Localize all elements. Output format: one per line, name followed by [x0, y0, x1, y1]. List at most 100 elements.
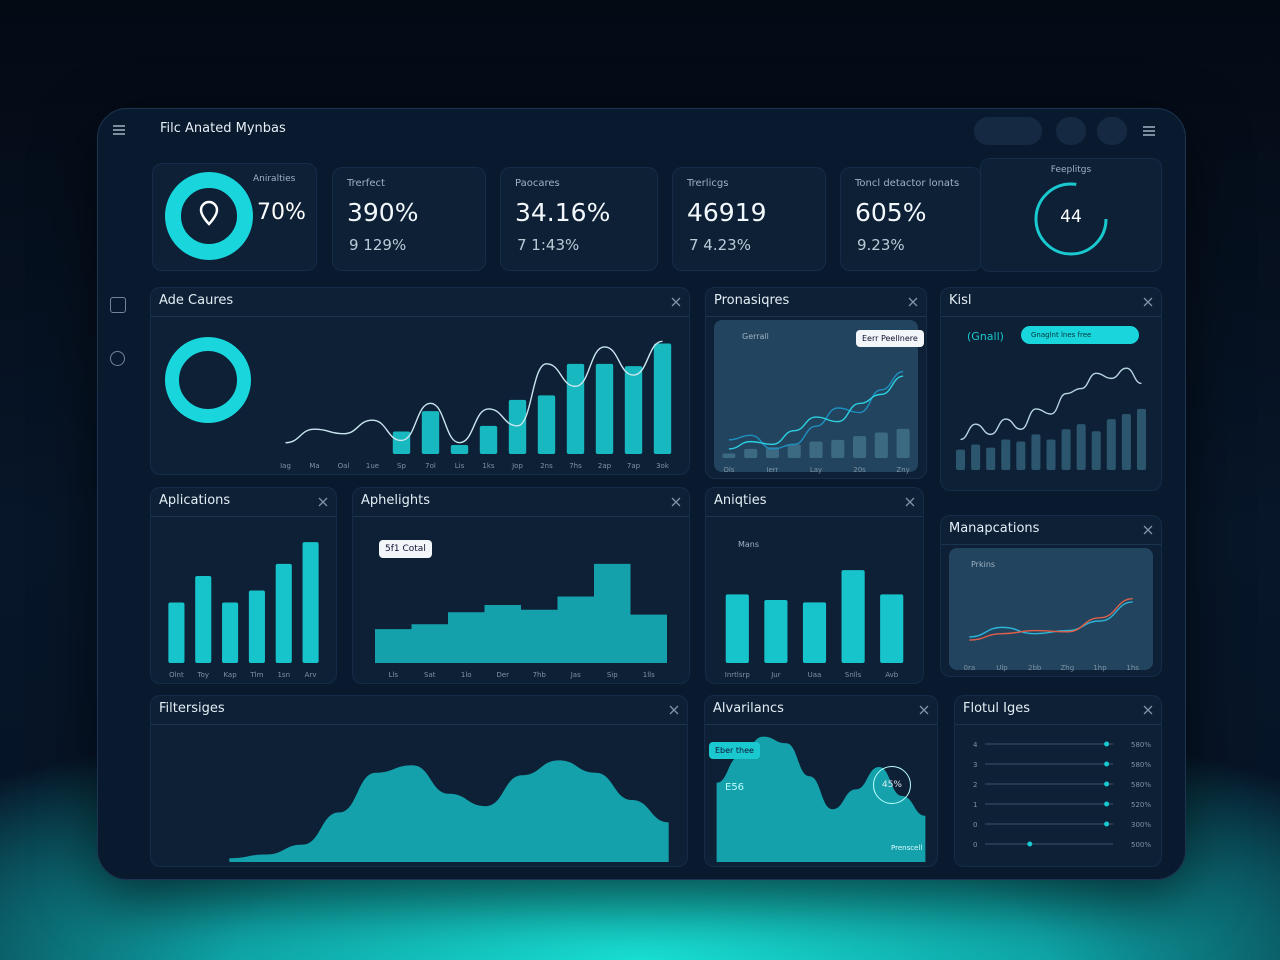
kpi-label: Paocares	[515, 178, 560, 189]
chart: Inrtlsrp Jur Uaa Snlls Avb	[725, 570, 904, 679]
x-tick-label: Snlls	[845, 671, 862, 679]
tooltip: Eber thee	[709, 742, 760, 759]
bar	[1001, 439, 1011, 470]
close-button[interactable]	[318, 497, 328, 507]
gauge-ring	[1034, 182, 1108, 256]
kpi-label: Trerlicgs	[687, 178, 729, 189]
slider-tick: 2	[973, 781, 977, 789]
divider	[941, 544, 1161, 545]
bar	[896, 428, 910, 458]
chart-button[interactable]: Gnaglnt lnes free	[1021, 326, 1139, 344]
x-tick-label: Uaa	[808, 671, 822, 679]
bar	[421, 411, 440, 454]
bar	[831, 439, 845, 458]
sidebar-icon[interactable]	[110, 351, 125, 366]
media-controls[interactable]	[974, 117, 1042, 145]
x-tick-label: Oal	[338, 462, 350, 470]
panel: Filtersiges	[150, 695, 688, 867]
x-tick-label: 2bb	[1028, 664, 1042, 672]
divider	[151, 724, 687, 725]
chart-label: Gerrall	[742, 332, 769, 341]
x-tick-label: 2ns	[540, 462, 553, 470]
close-icon	[905, 497, 915, 507]
kpi-card: Feeplitgs 44	[980, 158, 1162, 272]
slider-tick: 0	[973, 821, 977, 829]
kpi-sub: 7 1:43%	[517, 236, 580, 254]
bar	[802, 602, 827, 663]
kpi-value: 46919	[687, 198, 767, 227]
x-tick-label: 1lo	[461, 671, 472, 679]
x-tick-label: Ulp	[996, 664, 1008, 672]
x-tick-label: Jas	[570, 671, 581, 679]
close-button[interactable]	[671, 297, 681, 307]
slider-knob	[1104, 761, 1110, 767]
panel-title: Ade Caures	[159, 293, 234, 308]
slider-tick: 3	[973, 761, 977, 769]
note: Prenscell	[891, 844, 923, 852]
bar	[971, 444, 981, 470]
bar	[624, 366, 643, 454]
toolbar-button[interactable]	[1056, 117, 1086, 145]
x-tick-label: 7hs	[569, 462, 582, 470]
close-button[interactable]	[671, 497, 681, 507]
kpi-value: 70%	[257, 200, 306, 225]
bar	[450, 444, 469, 454]
bar	[248, 590, 265, 663]
x-tick-label: Olnt	[169, 671, 184, 679]
x-tick-label: Toy	[196, 671, 209, 679]
menu-icon[interactable]	[112, 123, 126, 137]
slider-knob	[1104, 741, 1110, 747]
close-icon	[671, 497, 681, 507]
kpi-card: Paocares 34.16% 7 1:43%	[500, 167, 658, 271]
bar	[1076, 424, 1086, 470]
more-icon[interactable]	[1142, 124, 1156, 138]
panel-title: Aplications	[159, 493, 231, 508]
sidebar-icon[interactable]	[110, 297, 126, 313]
x-tick-label: 20s	[853, 466, 866, 474]
bar	[787, 444, 801, 458]
line	[969, 598, 1133, 641]
chart: Iag Ma Oal 1ue Sp 7ol Lis 1ks Jop 2ns 7hs 2ap 7ap 3ok	[165, 337, 672, 470]
close-icon	[1143, 705, 1153, 715]
close-button[interactable]	[669, 705, 679, 715]
x-tick-label: Tlm	[249, 671, 263, 679]
bar	[275, 563, 292, 663]
x-tick-label: Zny	[896, 466, 909, 474]
close-icon	[669, 705, 679, 715]
close-button[interactable]	[919, 705, 929, 715]
bar	[764, 600, 788, 663]
panel: Aplications Olnt Toy Kap Tlm 1sn Arv	[150, 487, 337, 684]
x-tick-label: 7hb	[533, 671, 547, 679]
bar	[1136, 408, 1146, 470]
bar	[1091, 431, 1101, 470]
bar	[874, 432, 888, 458]
x-tick-label: 1ue	[366, 462, 379, 470]
close-button[interactable]	[905, 497, 915, 507]
pin-icon	[199, 200, 219, 226]
panel-title: Aphelights	[361, 493, 430, 508]
bar	[722, 453, 736, 458]
x-tick-label: 1lls	[643, 671, 655, 679]
slider-label: 580%	[1131, 781, 1151, 789]
x-tick-label: 7ol	[425, 462, 436, 470]
divider	[706, 316, 926, 317]
close-button[interactable]	[1143, 297, 1153, 307]
x-tick-label: Der	[496, 671, 509, 679]
panel: Pronasiqres Ols Ierr Lay 20s Zny Eerr Peellner…	[705, 287, 927, 479]
slider-tick: 1	[973, 801, 977, 809]
tooltip: 5f1 Cotal	[379, 540, 432, 558]
bar	[222, 602, 239, 663]
close-button[interactable]	[908, 297, 918, 307]
x-tick-label: 7ap	[627, 462, 641, 470]
line	[728, 375, 904, 450]
panel-title: Filtersiges	[159, 701, 225, 716]
close-button[interactable]	[1143, 705, 1153, 715]
x-tick-label: Lis	[455, 462, 465, 470]
panel: Aphelights Lls Sat 1lo Der 7hb Jas Sip 1lls 5f1 C…	[352, 487, 690, 684]
toolbar-button[interactable]	[1097, 117, 1127, 145]
gauge	[1034, 182, 1108, 256]
panel-title: Aniqties	[714, 493, 767, 508]
close-button[interactable]	[1143, 525, 1153, 535]
bar	[302, 542, 319, 663]
kpi-label: Toncl detactor lonats	[855, 178, 960, 189]
